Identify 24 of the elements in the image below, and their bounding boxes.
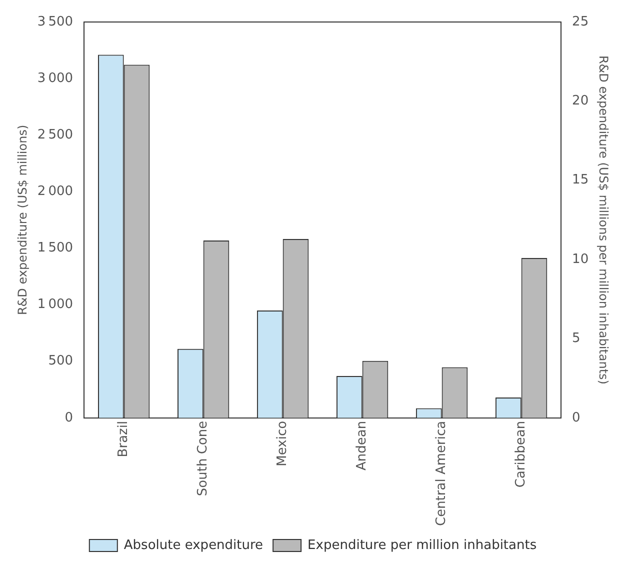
- x-tick-label: Central America: [434, 420, 450, 526]
- x-tick-label: Mexico: [275, 420, 290, 466]
- y-tick-label: 1 000: [37, 297, 74, 312]
- y2-axis-title: R&D expenditure (US$ millions per million inhabitants): [596, 55, 611, 384]
- y-tick-label: 0: [64, 410, 74, 426]
- legend-label: Absolute expenditure: [124, 538, 264, 553]
- legend-label: Expenditure per million inhabitants: [308, 538, 537, 553]
- y-tick-label: 3 000: [37, 70, 74, 86]
- y2-tick-label: 0: [572, 410, 580, 426]
- x-tick-label: Brazil: [116, 420, 132, 458]
- x-tick-label: South Cone: [196, 420, 211, 496]
- y-tick-label: 500: [48, 354, 74, 369]
- y-tick-label: 1 500: [37, 240, 74, 256]
- y-tick-label: 2 000: [37, 184, 74, 200]
- y2-tick-label: 5: [572, 331, 580, 346]
- y2-tick-label: 25: [572, 14, 589, 30]
- y2-tick-label: 15: [572, 172, 589, 188]
- y-tick-label: 2 500: [37, 127, 74, 142]
- x-tick-label: Andean: [354, 420, 370, 470]
- y2-tick-label: 20: [572, 94, 589, 109]
- y-tick-label: 3 500: [37, 14, 74, 30]
- y-axis-title: R&D expenditure (US$ millions): [15, 124, 30, 316]
- y2-tick-label: 10: [572, 252, 589, 267]
- x-tick-label: Caribbean: [514, 420, 529, 488]
